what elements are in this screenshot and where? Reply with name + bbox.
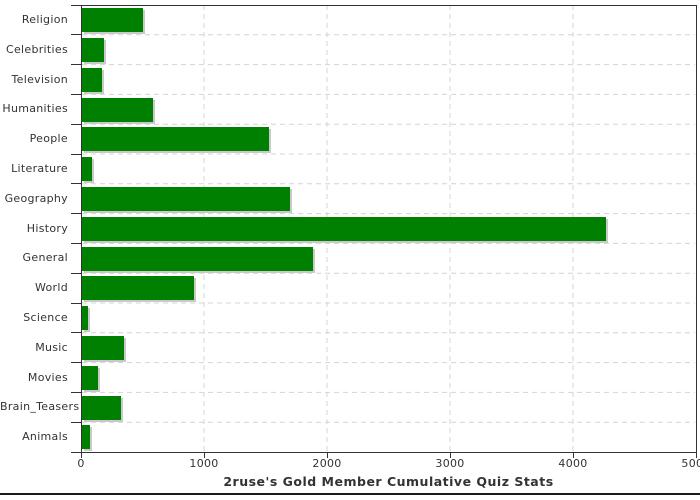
category-label-world: World [34, 281, 68, 295]
y-tick [71, 183, 81, 185]
category-label-movies: Movies [27, 370, 68, 384]
bar-humanities [82, 97, 153, 122]
y-tick [71, 242, 81, 244]
category-label-humanities: Humanities [2, 102, 68, 116]
y-tick [71, 272, 81, 274]
x-tick [204, 453, 205, 458]
x-tick-label: 3000 [435, 457, 465, 470]
y-tick [71, 64, 81, 66]
bar-religion [82, 8, 143, 33]
category-label-animals: Animals [22, 430, 68, 444]
x-tick [81, 453, 82, 458]
category-label-brain_teasers: Brain_Teasers [0, 400, 80, 414]
category-label-people: People [29, 132, 68, 146]
bar-brain_teasers [82, 395, 121, 420]
category-label-religion: Religion [21, 13, 68, 26]
y-tick [71, 123, 81, 125]
y-tick [71, 332, 81, 334]
x-tick-label: 0 [77, 457, 85, 470]
bar-general [82, 246, 313, 271]
y-tick [71, 93, 81, 95]
x-tick-label: 5000 [681, 457, 700, 470]
category-label-literature: Literature [11, 162, 68, 175]
y-tick [71, 362, 81, 364]
y-tick [71, 153, 81, 155]
bar-animals [82, 425, 90, 450]
category-label-geography: Geography [4, 191, 68, 205]
y-tick [71, 391, 81, 393]
category-label-history: History [26, 221, 68, 235]
x-tick [573, 453, 574, 458]
y-tick [71, 34, 81, 36]
bar-celebrities [82, 38, 104, 62]
x-tick-label: 2000 [312, 457, 342, 470]
category-label-science: Science [23, 311, 68, 324]
bar-science [82, 306, 88, 331]
bar-history [82, 216, 606, 241]
plot-border-top [81, 5, 696, 6]
y-tick [71, 421, 81, 423]
category-label-television: Television [11, 72, 68, 86]
bar-people [82, 127, 269, 152]
bar-movies [82, 365, 98, 390]
bar-music [82, 336, 124, 360]
bar-geography [82, 187, 290, 211]
category-label-general: General [22, 251, 68, 265]
x-tick-label: 4000 [558, 457, 588, 470]
x-tick [696, 453, 697, 458]
category-label-celebrities: Celebrities [5, 42, 68, 56]
chart-title: 2ruse's Gold Member Cumulative Quiz Stat… [223, 474, 554, 489]
y-tick [71, 213, 81, 215]
bar-literature [82, 157, 92, 182]
category-label-music: Music [35, 340, 68, 354]
y-axis-line [81, 5, 82, 453]
bar-television [82, 67, 102, 92]
y-tick [71, 302, 81, 304]
x-tick-label: 1000 [189, 457, 219, 470]
y-tick [71, 4, 81, 6]
bar-world [82, 276, 194, 301]
frame-bottom-border [0, 493, 700, 495]
y-tick [71, 451, 81, 453]
x-tick [450, 453, 451, 458]
plot-border-right [696, 5, 697, 452]
x-tick [327, 453, 328, 458]
x-axis-line [81, 452, 697, 453]
